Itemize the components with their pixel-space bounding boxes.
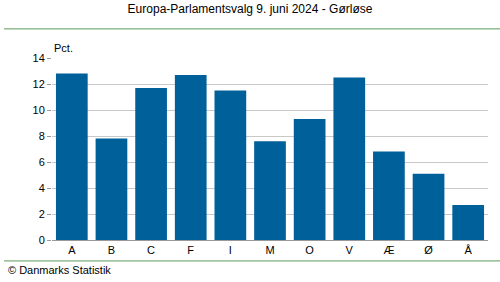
svg-text:Å: Å: [465, 244, 473, 256]
svg-text:0: 0: [39, 234, 45, 246]
svg-text:Æ: Æ: [383, 244, 394, 256]
svg-text:10: 10: [33, 104, 45, 116]
svg-text:O: O: [305, 244, 314, 256]
svg-text:Ø: Ø: [424, 244, 433, 256]
svg-text:© Danmarks Statistik: © Danmarks Statistik: [8, 264, 111, 276]
svg-text:Europa-Parlamentsvalg 9. juni: Europa-Parlamentsvalg 9. juni 2024 - Gør…: [128, 2, 373, 16]
svg-text:C: C: [147, 244, 155, 256]
svg-text:2: 2: [39, 208, 45, 220]
svg-text:8: 8: [39, 130, 45, 142]
svg-text:6: 6: [39, 156, 45, 168]
svg-text:A: A: [68, 244, 76, 256]
svg-text:V: V: [346, 244, 354, 256]
svg-text:I: I: [229, 244, 232, 256]
svg-text:M: M: [265, 244, 274, 256]
svg-text:F: F: [187, 244, 194, 256]
svg-text:4: 4: [39, 182, 45, 194]
svg-text:Pct.: Pct.: [54, 42, 73, 54]
svg-text:B: B: [108, 244, 115, 256]
svg-text:14: 14: [33, 52, 45, 64]
svg-text:12: 12: [33, 78, 45, 90]
